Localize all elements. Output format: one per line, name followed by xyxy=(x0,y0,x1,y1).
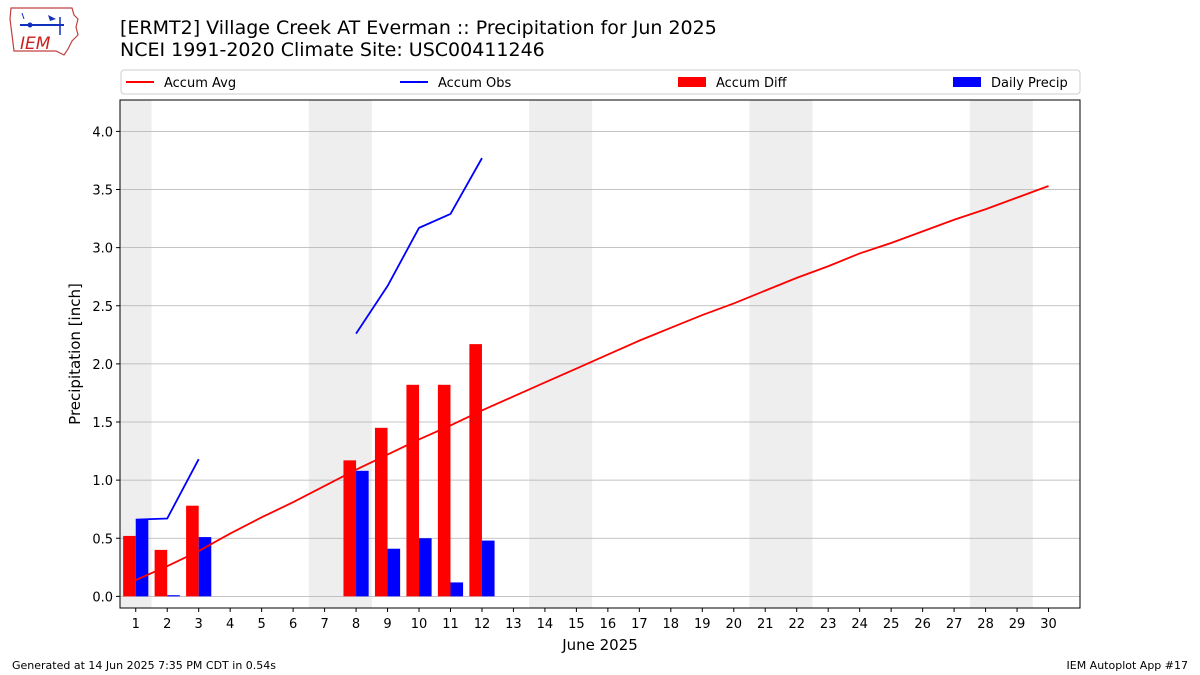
legend: Accum Avg Accum Obs Accum Diff Daily Precip xyxy=(120,69,1081,95)
daily-precip-bar xyxy=(167,595,180,597)
y-tick-label: 4.0 xyxy=(92,125,113,140)
y-tick-label: 3.5 xyxy=(92,184,113,199)
y-tick-label: 3.0 xyxy=(92,242,113,257)
y-tick-label: 1.5 xyxy=(92,416,113,431)
bars-layer xyxy=(123,344,495,597)
legend-box xyxy=(120,69,1081,95)
y-tick-label: 2.5 xyxy=(92,300,113,315)
iem-logo: IEM xyxy=(8,5,82,59)
x-tick-label: 22 xyxy=(788,617,805,632)
chart-title: [ERMT2] Village Creek AT Everman :: Prec… xyxy=(120,17,717,39)
accum-diff-bar xyxy=(123,535,136,597)
accum-diff-bar xyxy=(343,460,357,597)
x-axis-label: June 2025 xyxy=(561,636,638,654)
weekend-band xyxy=(749,100,813,608)
weekend-band xyxy=(969,100,1033,608)
x-tick-label: 26 xyxy=(914,617,931,632)
lines-layer xyxy=(135,157,1049,581)
y-gridlines xyxy=(120,130,1080,597)
x-tick-label: 9 xyxy=(383,617,391,632)
x-tick-label: 27 xyxy=(946,617,963,632)
logo-text: IEM xyxy=(20,34,51,54)
y-axis-label: Precipitation [inch] xyxy=(66,283,84,425)
x-tick-label: 18 xyxy=(663,617,680,632)
legend-swatch-accum-diff xyxy=(678,77,706,87)
x-tick-label: 21 xyxy=(757,617,774,632)
x-tick-label: 24 xyxy=(851,617,868,632)
x-tick-label: 2 xyxy=(163,617,171,632)
x-tick-label: 14 xyxy=(537,617,554,632)
iowa-map-logo-icon: IEM xyxy=(9,7,79,56)
daily-precip-bar xyxy=(481,540,495,597)
x-tick-label: 7 xyxy=(320,617,328,632)
generated-note: Generated at 14 Jun 2025 7:35 PM CDT in … xyxy=(12,659,277,672)
x-tick-label: 13 xyxy=(505,617,522,632)
legend-label-accum-avg: Accum Avg xyxy=(164,76,236,91)
accum-obs-line xyxy=(135,458,200,521)
x-tick-label: 16 xyxy=(600,617,617,632)
accum-diff-bar xyxy=(469,344,482,597)
weekend-bands xyxy=(120,100,1033,608)
daily-precip-bar xyxy=(198,537,212,597)
x-tick-label: 25 xyxy=(883,617,900,632)
plot-frame xyxy=(119,99,1081,609)
x-tick-label: 4 xyxy=(226,617,234,632)
x-tick-label: 28 xyxy=(977,617,994,632)
y-tick-label: 0.5 xyxy=(92,532,113,547)
axes-layer: 0.00.51.01.52.02.53.03.54.01 2 3 4 5 6 7 8 9 10 11… xyxy=(66,99,1081,654)
x-tick-label: 11 xyxy=(442,617,459,632)
legend-label-accum-diff: Accum Diff xyxy=(716,76,788,91)
x-tick-label: 12 xyxy=(474,617,491,632)
accum-obs-line xyxy=(355,157,483,335)
legend-label-daily-precip: Daily Precip xyxy=(991,76,1068,91)
x-tick-label: 23 xyxy=(820,617,837,632)
x-tick-label: 29 xyxy=(1009,617,1026,632)
x-tick-label: 19 xyxy=(694,617,711,632)
x-tick-label: 20 xyxy=(725,617,742,632)
y-tick-label: 1.0 xyxy=(92,474,113,489)
x-tick-label: 15 xyxy=(568,617,585,632)
legend-label-accum-obs: Accum Obs xyxy=(438,76,511,91)
chart-subtitle: NCEI 1991-2020 Climate Site: USC00411246 xyxy=(120,39,545,61)
legend-swatch-daily-precip xyxy=(953,77,981,87)
weekend-band xyxy=(529,100,593,608)
accum-diff-bar xyxy=(374,427,388,597)
daily-precip-bar xyxy=(387,548,401,597)
accum-diff-bar xyxy=(406,384,420,597)
y-tick-label: 2.0 xyxy=(92,358,113,373)
x-tick-label: 6 xyxy=(289,617,297,632)
accum-diff-bar xyxy=(154,549,168,597)
accum-avg-line xyxy=(135,185,1049,581)
daily-precip-bar xyxy=(135,519,149,597)
accum-diff-bar xyxy=(437,384,451,597)
y-tick-label: 0.0 xyxy=(92,590,113,605)
daily-precip-bar xyxy=(356,470,369,597)
x-tick-label: 10 xyxy=(411,617,428,632)
accum-diff-bar xyxy=(186,505,199,597)
x-tick-label: 17 xyxy=(631,617,648,632)
x-tick-label: 8 xyxy=(352,617,360,632)
x-tick-label: 1 xyxy=(132,617,140,632)
app-credit: IEM Autoplot App #17 xyxy=(1066,659,1189,672)
daily-precip-bar xyxy=(450,582,464,597)
x-tick-label: 3 xyxy=(195,617,203,632)
x-tick-label: 30 xyxy=(1040,617,1057,632)
daily-precip-bar xyxy=(419,538,432,597)
x-tick-label: 5 xyxy=(257,617,265,632)
